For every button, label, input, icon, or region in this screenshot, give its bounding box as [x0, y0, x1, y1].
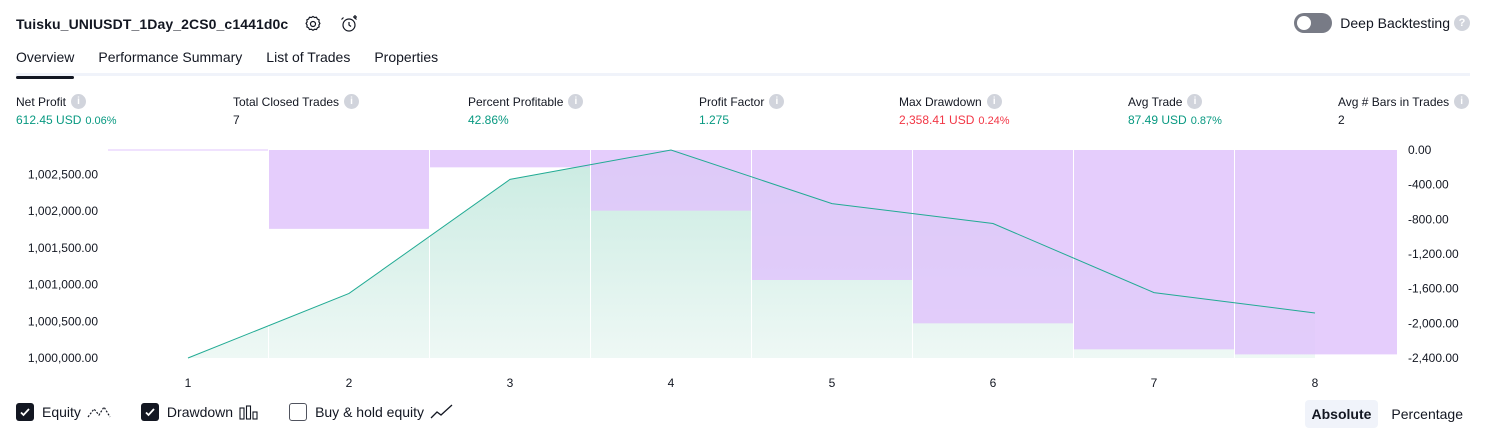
drawdown-bar — [268, 150, 430, 229]
metric-value: 2,358.41 USD — [899, 113, 975, 127]
right-axis-tick: -400.00 — [1408, 178, 1449, 192]
metric-value: 612.45 USD — [16, 113, 82, 127]
metric-avg-trade: Avg Trade i 87.49 USD 0.87% — [1128, 94, 1222, 127]
right-axis-tick: -2,400.00 — [1408, 351, 1459, 365]
metric-total-closed-trades: Total Closed Trades i 7 — [233, 94, 360, 127]
scale-mode-toggle: Absolute Percentage — [1299, 400, 1471, 428]
x-axis-tick: 5 — [829, 376, 836, 390]
drawdown-baseline — [108, 149, 268, 151]
metric-label: Avg Trade — [1128, 94, 1183, 109]
legend-drawdown[interactable]: Drawdown — [140, 403, 259, 421]
metric-value: 2 — [1338, 113, 1345, 127]
drawdown-bars-icon — [239, 404, 259, 420]
absolute-button[interactable]: Absolute — [1304, 400, 1379, 428]
left-axis-tick: 1,000,500.00 — [28, 314, 98, 328]
x-axis-tick: 3 — [507, 376, 514, 390]
tab-list-of-trades[interactable]: List of Trades — [266, 49, 351, 65]
tab-overview[interactable]: Overview — [16, 46, 75, 79]
help-icon[interactable]: ? — [1454, 15, 1470, 31]
right-axis-tick: -1,600.00 — [1408, 282, 1459, 296]
equity-checkbox[interactable] — [16, 403, 34, 421]
percentage-button[interactable]: Percentage — [1391, 406, 1463, 422]
metric-value: 87.49 USD — [1128, 113, 1187, 127]
drawdown-bar — [590, 150, 752, 211]
right-axis-tick: -2,000.00 — [1408, 316, 1459, 330]
x-axis-tick: 6 — [990, 376, 997, 390]
left-axis-tick: 1,002,000.00 — [28, 204, 98, 218]
metric-avg-bars: Avg # Bars in Trades i 2 — [1338, 94, 1470, 127]
legend-label: Equity — [42, 404, 81, 420]
info-icon[interactable]: i — [986, 94, 1002, 109]
metric-net-profit: Net Profit i 612.45 USD 0.06% — [16, 94, 117, 127]
legend-buy-hold[interactable]: Buy & hold equity — [289, 403, 454, 421]
left-axis-tick: 1,001,000.00 — [28, 278, 98, 292]
metric-percent: 0.24% — [978, 115, 1010, 127]
x-axis-tick: 8 — [1312, 376, 1319, 390]
info-icon[interactable]: i — [769, 94, 785, 109]
drawdown-bar — [1073, 150, 1235, 350]
tab-performance-summary[interactable]: Performance Summary — [98, 49, 243, 65]
drawdown-bar — [751, 150, 913, 280]
strategy-name: Tuisku_UNIUSDT_1Day_2CS0_c1441d0c — [16, 16, 289, 32]
drawdown-bar — [912, 150, 1074, 324]
x-axis-tick: 1 — [185, 376, 192, 390]
metric-label: Net Profit — [16, 94, 67, 109]
drawdown-bar — [1234, 150, 1397, 355]
metric-max-drawdown: Max Drawdown i 2,358.41 USD 0.24% — [899, 94, 1010, 127]
metric-label: Percent Profitable — [468, 94, 564, 109]
drawdown-bar — [429, 150, 591, 168]
metric-value: 1.275 — [699, 113, 730, 127]
equity-drawdown-chart[interactable]: 1,000,000.00 1,000,500.00 1,001,000.00 1,00… — [0, 140, 1486, 395]
info-icon[interactable]: i — [71, 94, 87, 109]
report-header: Tuisku_UNIUSDT_1Day_2CS0_c1441d0c — [16, 12, 360, 36]
right-axis-tick: 0.00 — [1408, 143, 1432, 157]
info-icon[interactable]: i — [1454, 94, 1470, 109]
x-axis-tick: 4 — [668, 376, 675, 390]
deep-backtesting-label: Deep Backtesting — [1340, 15, 1450, 31]
legend-label: Drawdown — [166, 404, 234, 420]
metric-percent: 0.06% — [85, 115, 117, 127]
legend-equity[interactable]: Equity — [16, 403, 111, 421]
deep-backtesting-toggle[interactable] — [1294, 13, 1333, 33]
metric-label: Avg # Bars in Trades — [1338, 94, 1450, 109]
buy-hold-checkbox[interactable] — [289, 403, 308, 421]
metric-label: Profit Factor — [699, 94, 765, 109]
legend-label: Buy & hold equity — [315, 404, 425, 420]
deep-backtesting: Deep Backtesting ? — [1294, 13, 1470, 33]
buy-hold-line-icon — [430, 404, 454, 420]
equity-line-icon — [87, 404, 111, 420]
metric-profit-factor: Profit Factor i 1.275 — [699, 94, 785, 127]
metric-percent: 0.87% — [1190, 115, 1222, 127]
x-axis-tick: 7 — [1151, 376, 1158, 390]
left-axis-tick: 1,000,000.00 — [28, 351, 98, 365]
equity-line — [187, 149, 1316, 359]
right-axis-tick: -800.00 — [1408, 212, 1449, 226]
x-axis-tick: 2 — [346, 376, 353, 390]
left-axis-tick: 1,002,500.00 — [28, 167, 98, 181]
left-axis-tick: 1,001,500.00 — [28, 241, 98, 255]
metric-value: 42.86% — [468, 113, 509, 127]
info-icon[interactable]: i — [1187, 94, 1203, 109]
add-alert-icon[interactable] — [338, 13, 360, 35]
right-axis-tick: -1,200.00 — [1408, 247, 1459, 261]
info-icon[interactable]: i — [344, 94, 360, 109]
metric-label: Total Closed Trades — [233, 94, 340, 109]
tab-properties[interactable]: Properties — [374, 49, 439, 65]
metric-label: Max Drawdown — [899, 94, 982, 109]
drawdown-checkbox[interactable] — [140, 403, 159, 421]
report-tabs: Overview Performance Summary List of Tra… — [16, 46, 1470, 79]
info-icon[interactable]: i — [568, 94, 584, 109]
chart-legend: Equity Drawdown Buy & hold equity — [16, 403, 484, 421]
settings-icon[interactable] — [302, 13, 324, 35]
metric-value: 7 — [233, 113, 240, 127]
metric-percent-profitable: Percent Profitable i 42.86% — [468, 94, 584, 127]
